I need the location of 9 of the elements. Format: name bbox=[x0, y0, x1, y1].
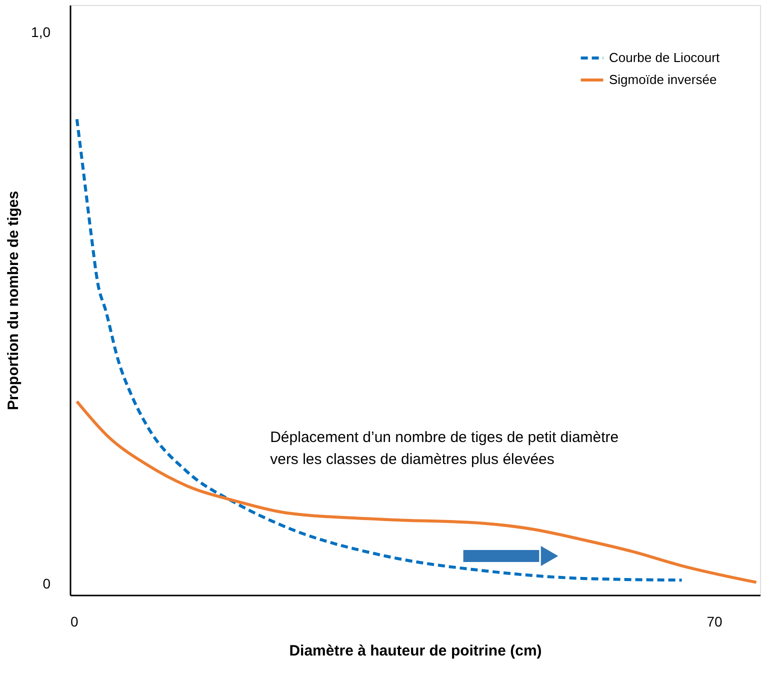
x-tick-label: 70 bbox=[706, 614, 722, 630]
y-tick-label: 1,0 bbox=[31, 24, 51, 40]
line-series bbox=[75, 400, 758, 584]
legend-label: Sigmoïde inversée bbox=[609, 72, 717, 87]
line-series bbox=[75, 118, 684, 582]
x-axis-title: Diamètre à hauteur de poitrine (cm) bbox=[289, 642, 542, 660]
annotation: Déplacement d’un nombre de tiges de petit diamètre vers les classes de diamètres plus élevées bbox=[270, 428, 619, 468]
y-axis-title: Proportion du nombre de tiges bbox=[5, 190, 22, 410]
legend-label: Courbe de Liocourt bbox=[609, 50, 720, 65]
